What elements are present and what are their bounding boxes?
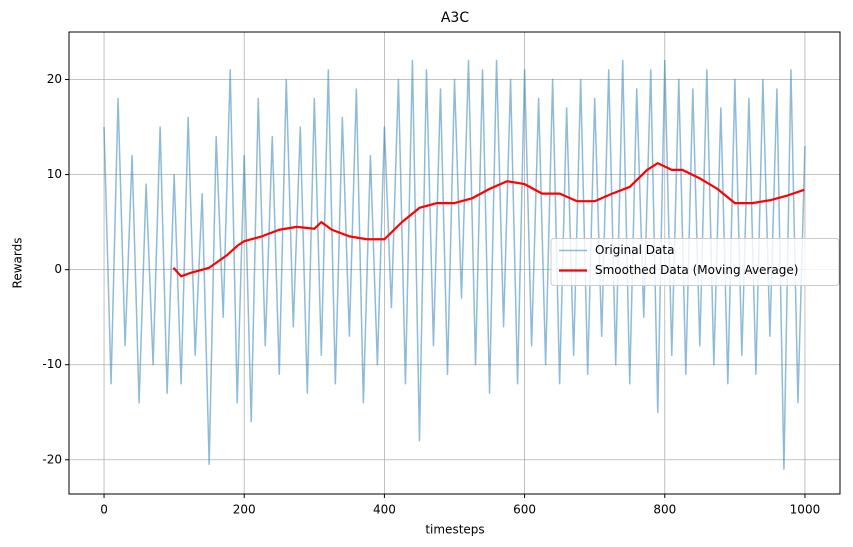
- x-tick-label: 200: [233, 503, 256, 517]
- y-tick-label: 20: [47, 72, 62, 86]
- x-tick-label: 600: [513, 503, 536, 517]
- legend: Original Data Smoothed Data (Moving Avera…: [550, 238, 840, 286]
- series-line: [172, 162, 805, 278]
- x-tick-label: 0: [100, 503, 108, 517]
- legend-label: Smoothed Data (Moving Average): [595, 263, 798, 277]
- y-axis-label: Rewards: [11, 238, 25, 289]
- legend-box: [550, 238, 840, 286]
- legend-label: Original Data: [595, 243, 674, 257]
- x-tick-label: 400: [373, 503, 396, 517]
- y-tick-label: 10: [47, 167, 62, 181]
- chart-title: A3C: [441, 10, 469, 26]
- plot-frame: [68, 31, 841, 495]
- y-tick-label: 0: [54, 262, 62, 276]
- x-tick-label: 800: [653, 503, 676, 517]
- x-tick-label: 1000: [790, 503, 821, 517]
- x-axis-label: timesteps: [425, 523, 484, 537]
- y-tick-label: -20: [42, 452, 62, 466]
- y-tick-label: -10: [42, 357, 62, 371]
